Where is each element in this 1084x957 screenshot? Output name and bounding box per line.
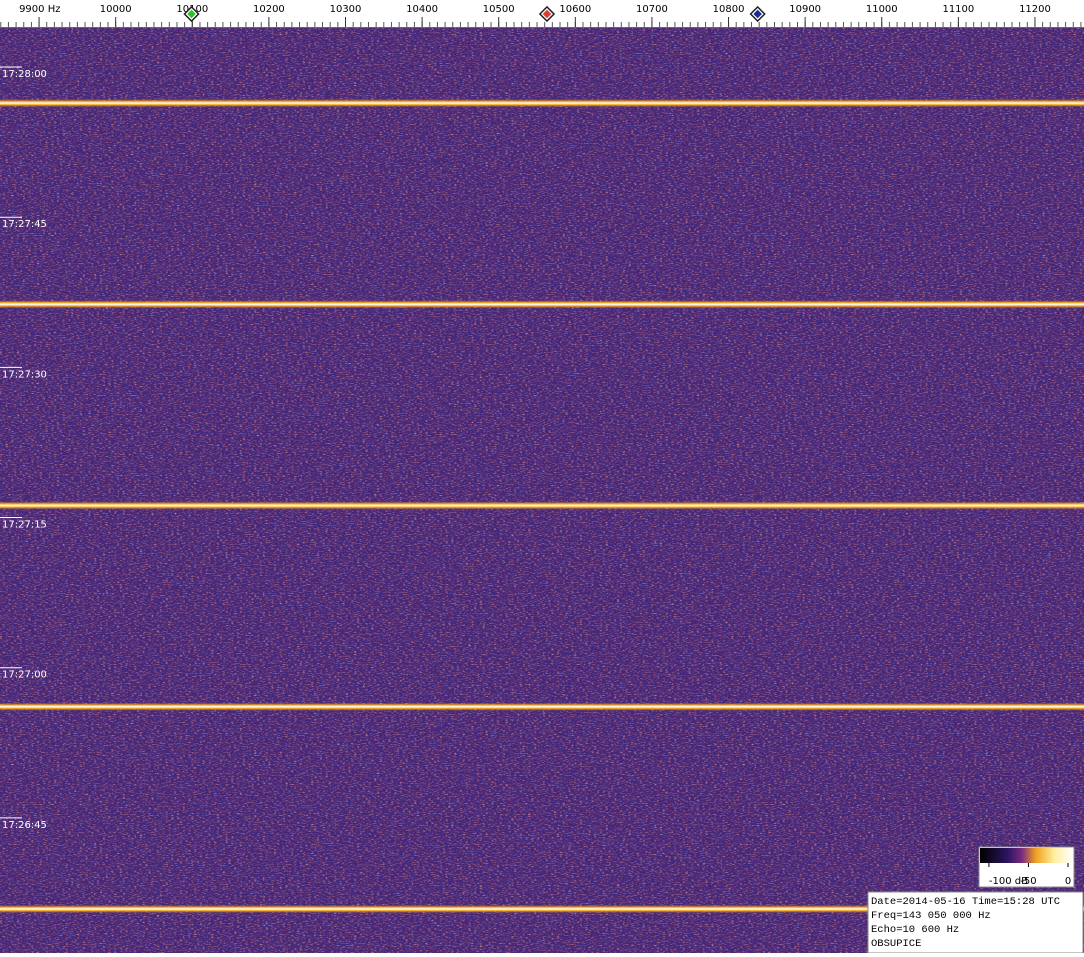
colorbar-label: -100 dB — [989, 876, 1028, 887]
y-tick-label: 17:28:00 — [2, 69, 47, 80]
info-line: OBSUPICE — [871, 938, 921, 950]
x-tick-label: 9900 Hz — [19, 4, 60, 15]
info-line: Echo=10 600 Hz — [871, 924, 959, 936]
x-tick-label: 10000 — [100, 4, 132, 15]
x-tick-label: 10900 — [789, 4, 821, 15]
signal-line — [0, 99, 1084, 108]
x-tick-label: 10200 — [253, 4, 285, 15]
y-tick-label: 17:27:30 — [2, 369, 47, 380]
info-line: Freq=143 050 000 Hz — [871, 910, 991, 922]
y-tick-label: 17:27:00 — [2, 670, 47, 681]
x-tick-label: 11100 — [942, 4, 974, 15]
x-tick-label: 10600 — [559, 4, 591, 15]
x-tick-label: 10300 — [330, 4, 362, 15]
overlay: 9900 Hz100001010010200103001040010500106… — [0, 4, 1084, 954]
x-tick-label: 11200 — [1019, 4, 1051, 15]
info-box — [867, 891, 1084, 954]
colorbar-label: 0 — [1065, 876, 1071, 887]
plot-area — [0, 28, 1084, 953]
y-tick-label: 17:27:45 — [2, 219, 47, 230]
noise — [0, 28, 1084, 953]
x-tick-label: 10400 — [406, 4, 438, 15]
signal-line — [0, 702, 1084, 711]
colorbar — [980, 848, 1073, 863]
x-tick-label: 10800 — [713, 4, 745, 15]
x-tick-label: 11000 — [866, 4, 898, 15]
signal-line — [0, 501, 1084, 510]
signal-line — [0, 904, 1084, 913]
signal-line — [0, 300, 1084, 309]
colorbar-label: -50 — [1020, 876, 1036, 887]
x-tick-label: 10500 — [483, 4, 515, 15]
x-tick-label: 10700 — [636, 4, 668, 15]
info-line: Date=2014-05-16 Time=15:28 UTC — [871, 896, 1060, 908]
y-tick-label: 17:26:45 — [2, 820, 47, 831]
y-tick-label: 17:27:15 — [2, 520, 47, 531]
